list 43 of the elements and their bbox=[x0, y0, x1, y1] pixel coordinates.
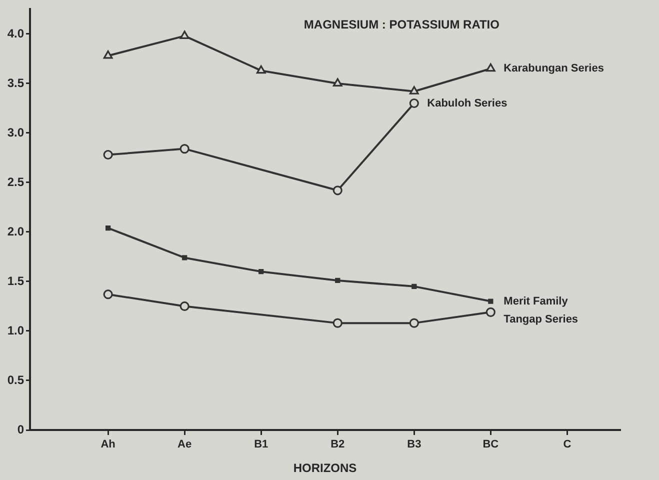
point bbox=[488, 298, 494, 304]
point bbox=[486, 307, 496, 317]
point bbox=[412, 284, 417, 289]
point bbox=[332, 318, 342, 328]
point bbox=[258, 269, 264, 274]
series-label: Merit Family bbox=[504, 295, 569, 308]
x-tick-label: B2 bbox=[330, 438, 345, 451]
point bbox=[409, 86, 419, 94]
y-tick-label: 0.5 bbox=[7, 372, 24, 387]
x-tick-label: Ae bbox=[178, 438, 192, 451]
point bbox=[103, 150, 113, 160]
series-label: Kabuloh Series bbox=[427, 97, 508, 110]
x-tick-label: Ah bbox=[100, 438, 116, 451]
point bbox=[332, 186, 342, 196]
series-label: Karabungan Series bbox=[504, 62, 604, 75]
x-tick-label: B3 bbox=[407, 438, 422, 451]
y-tick-label: 1.5 bbox=[7, 274, 24, 288]
point bbox=[180, 301, 190, 312]
point bbox=[332, 78, 342, 87]
y-tick-label: 0 bbox=[17, 422, 24, 436]
point bbox=[103, 290, 113, 300]
point bbox=[103, 50, 113, 59]
y-tick-label: 1.0 bbox=[7, 323, 24, 338]
y-tick-label: 3.5 bbox=[7, 76, 24, 90]
point bbox=[180, 30, 190, 39]
point bbox=[256, 65, 266, 74]
y-tick-label: 2.5 bbox=[7, 174, 24, 189]
point bbox=[105, 225, 111, 231]
y-tick-label: 2.0 bbox=[7, 224, 24, 238]
y-tick-label: 3.0 bbox=[7, 125, 24, 140]
y-tick-label: 4.0 bbox=[7, 26, 24, 40]
x-tick-label: B1 bbox=[254, 438, 268, 451]
series-label: Tangap Series bbox=[504, 313, 578, 326]
point bbox=[335, 278, 340, 284]
point bbox=[409, 318, 419, 328]
point bbox=[180, 144, 190, 154]
point bbox=[409, 98, 419, 108]
point bbox=[182, 255, 188, 260]
x-tick-label: BC bbox=[482, 438, 499, 451]
x-axis-title: HORIZONS bbox=[293, 461, 357, 476]
text: MAGNESIUM : POTASSIUM RATIO bbox=[304, 18, 500, 32]
point bbox=[486, 63, 496, 72]
x-tick-label: C bbox=[563, 438, 572, 451]
